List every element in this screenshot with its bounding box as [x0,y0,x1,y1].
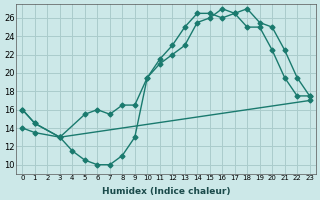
X-axis label: Humidex (Indice chaleur): Humidex (Indice chaleur) [102,187,230,196]
